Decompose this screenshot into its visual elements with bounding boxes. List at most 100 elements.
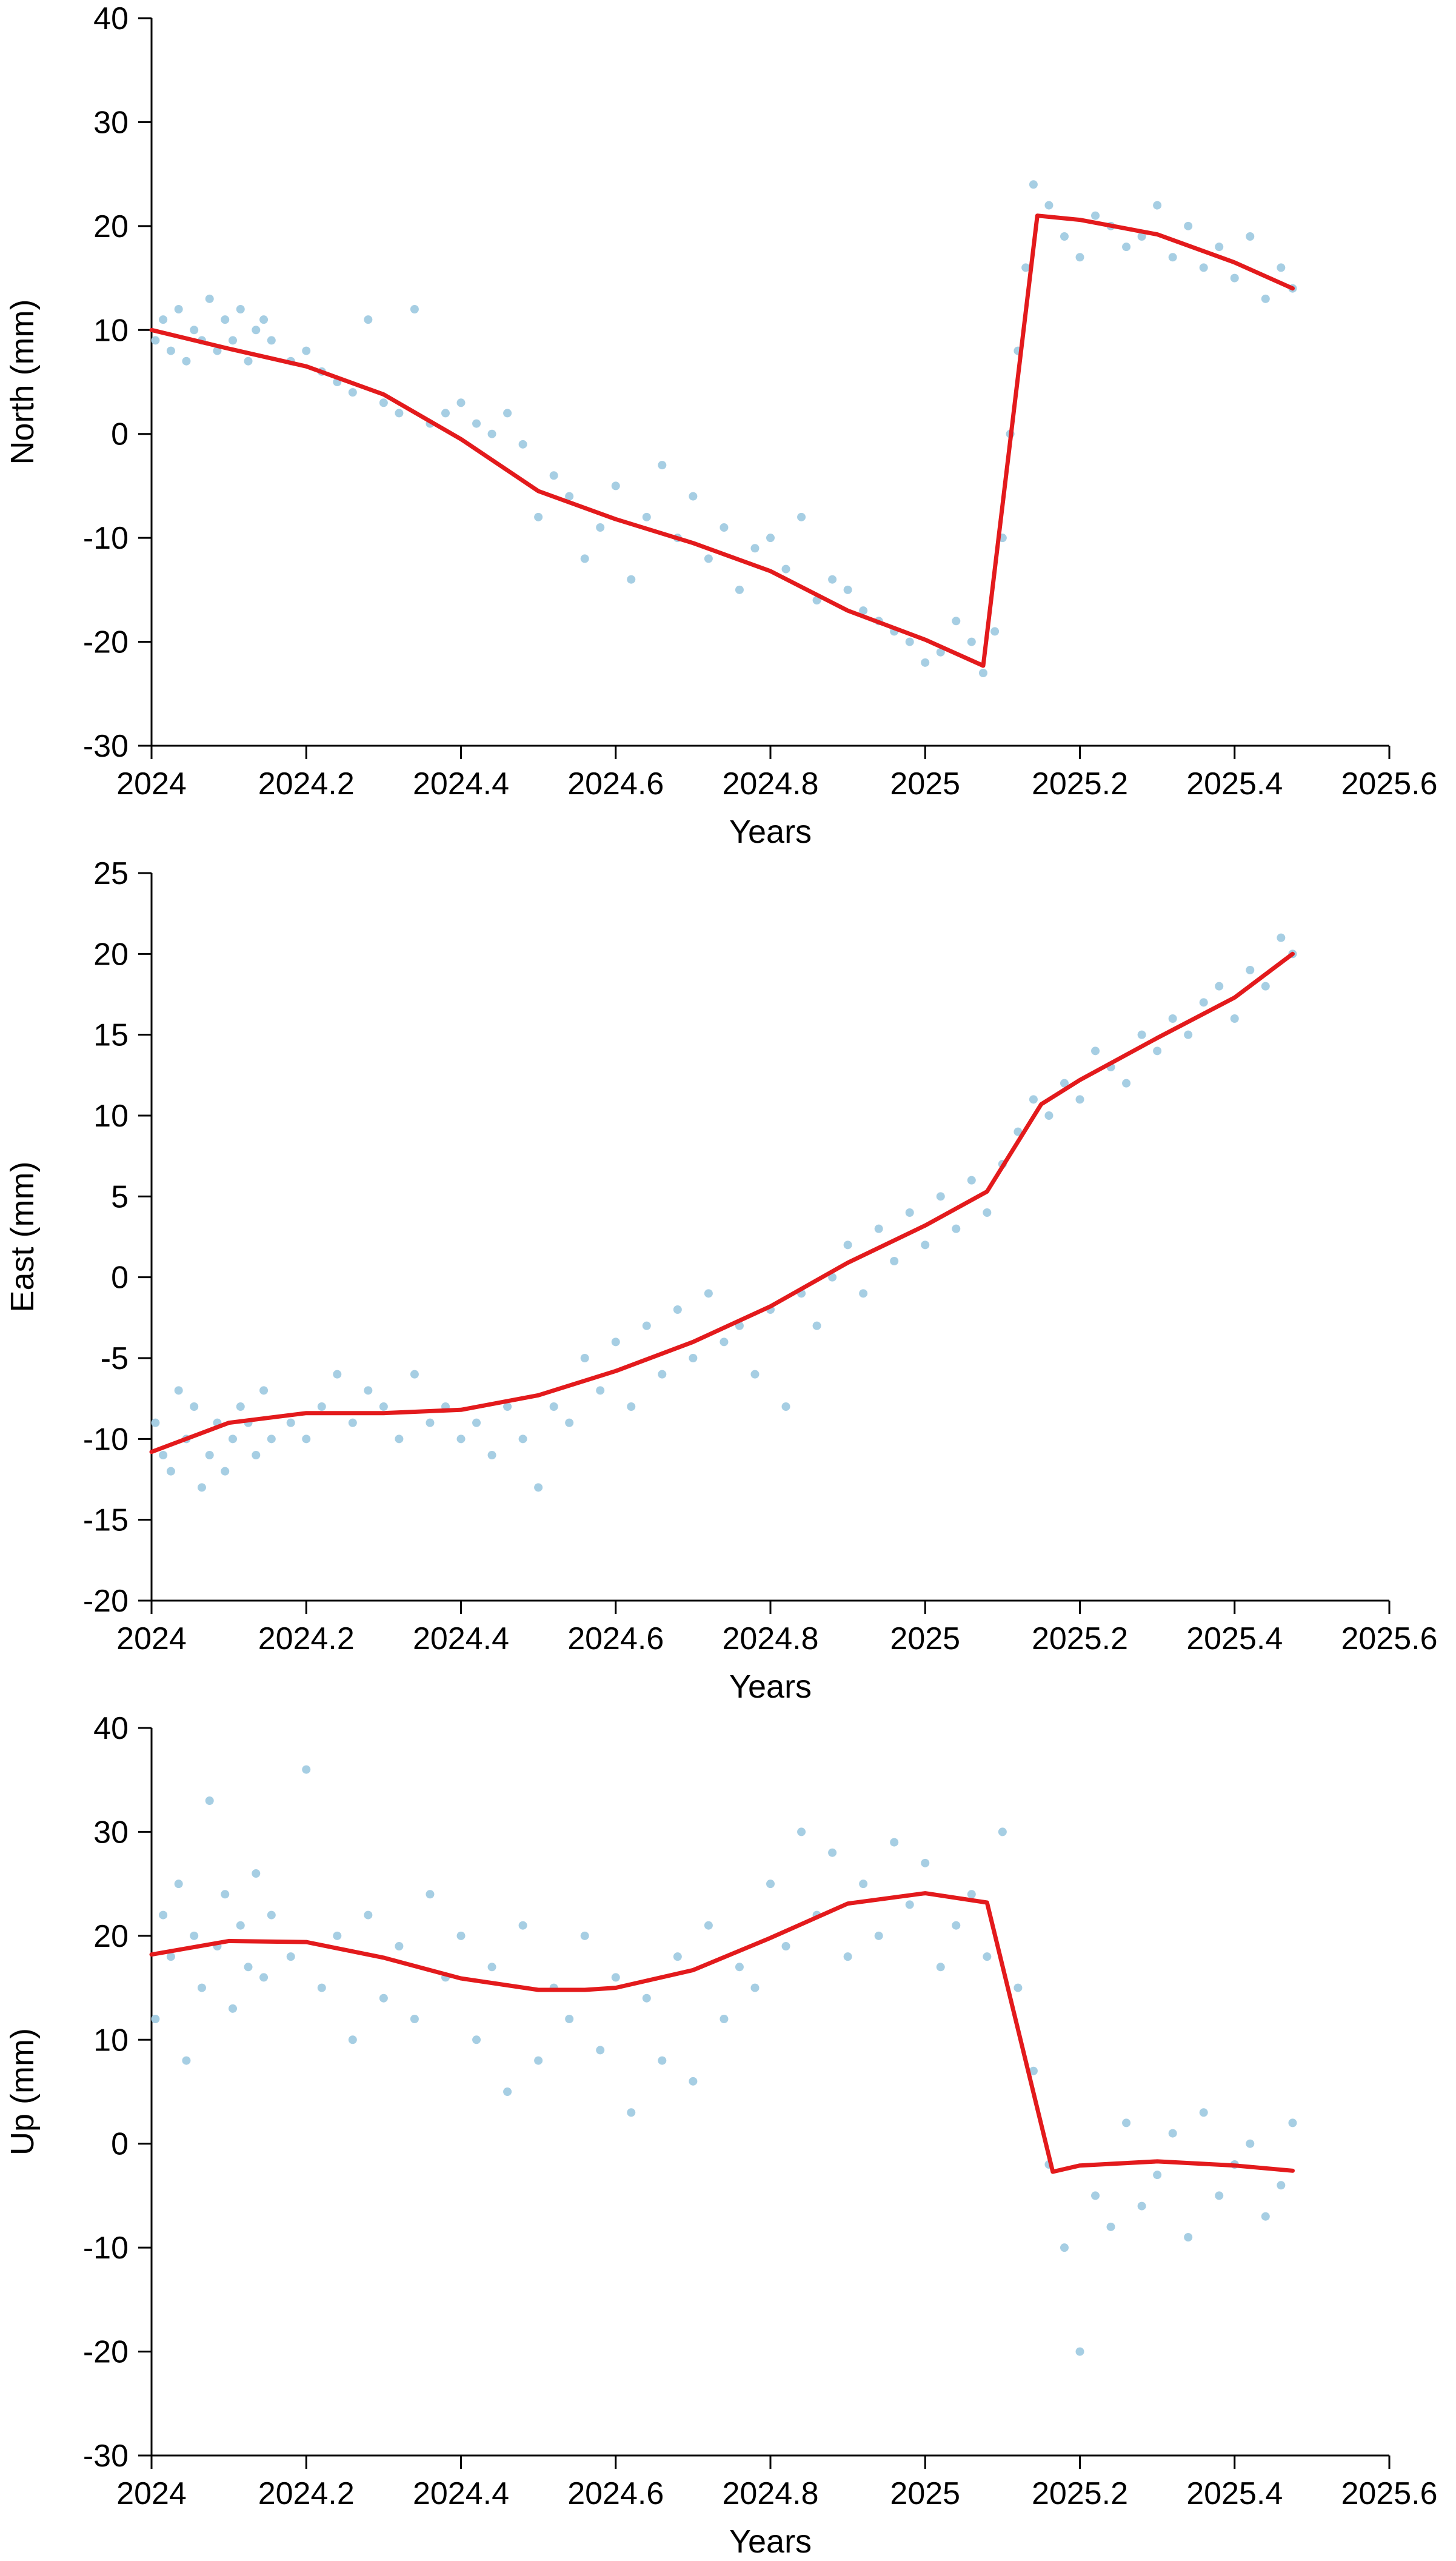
data-point: [159, 315, 168, 324]
data-point: [627, 2108, 636, 2117]
x-tick-label: 2024.2: [258, 2476, 355, 2511]
data-point: [1106, 2222, 1115, 2231]
data-point: [259, 315, 269, 324]
data-point: [689, 2077, 698, 2086]
data-point: [503, 2087, 512, 2096]
data-point: [151, 1418, 160, 1427]
x-tick-label: 2025.4: [1186, 766, 1283, 802]
panel-north: 2024 2024.2 2024.4 2024.6 2024.8 2025 2025.2 20…: [4, 1, 1438, 850]
data-point: [456, 1434, 466, 1444]
data-point: [317, 1402, 326, 1411]
y-tick-label: -15: [83, 1503, 129, 1538]
data-point: [221, 1890, 230, 1899]
data-point: [781, 1942, 790, 1950]
data-point: [1137, 2201, 1146, 2211]
data-point: [642, 512, 651, 521]
y-tick-label: -10: [83, 2231, 129, 2266]
data-point: [704, 1289, 713, 1298]
data-point: [580, 1931, 589, 1940]
y-tick-label: 25: [93, 856, 129, 891]
data-point: [1122, 243, 1131, 252]
data-point: [364, 1910, 373, 1920]
data-point: [978, 669, 987, 677]
data-point: [244, 1963, 253, 1972]
data-point: [1230, 273, 1239, 283]
data-point: [828, 1273, 837, 1282]
data-point: [1277, 2181, 1286, 2190]
data-point: [472, 419, 481, 428]
x-tick-label: 2024: [116, 2476, 187, 2511]
data-point: [890, 1257, 899, 1265]
data-point: [333, 1931, 342, 1940]
data-point: [229, 2004, 238, 2013]
data-point: [1060, 232, 1069, 241]
model-fit-line: [149, 213, 1295, 668]
data-point: [1091, 211, 1100, 220]
data-point: [286, 1418, 295, 1427]
data-point: [611, 481, 620, 490]
data-point: [286, 1952, 295, 1961]
data-point: [518, 1434, 527, 1444]
data-point: [936, 648, 945, 657]
x-tick-label: 2024: [116, 766, 187, 802]
data-point: [921, 658, 930, 667]
data-point: [244, 357, 253, 366]
data-point: [673, 1952, 682, 1961]
data-point: [936, 1963, 945, 1972]
data-point: [859, 606, 868, 615]
data-point: [534, 2056, 543, 2065]
data-point: [221, 1467, 230, 1476]
data-point: [190, 1402, 199, 1411]
x-tick-label: 2024.2: [258, 766, 355, 802]
data-point: [766, 1880, 775, 1889]
x-tick-label: 2024.8: [722, 2476, 818, 2511]
data-point: [843, 1952, 852, 1961]
data-point: [159, 1451, 168, 1459]
data-point: [229, 1434, 238, 1444]
data-point: [221, 315, 230, 324]
data-point: [1246, 232, 1255, 241]
data-point: [395, 1434, 404, 1444]
y-axis-label: North (mm): [4, 300, 41, 465]
data-point: [236, 1402, 245, 1411]
data-point: [843, 585, 852, 594]
data-point: [967, 637, 976, 646]
data-point: [166, 1467, 175, 1476]
data-point: [890, 1838, 899, 1847]
data-point: [596, 2046, 605, 2055]
data-point: [472, 2035, 481, 2044]
x-axis-label: Years: [729, 814, 812, 850]
x-axis-label: Years: [729, 1669, 812, 1705]
data-point: [1168, 253, 1177, 262]
data-point: [905, 1208, 914, 1217]
x-tick-label: 2024.4: [413, 2476, 509, 2511]
y-tick-label: 40: [93, 1711, 129, 1746]
y-tick-label: 30: [93, 1815, 129, 1850]
data-point: [1137, 1030, 1146, 1039]
data-point: [1261, 982, 1270, 991]
data-point: [197, 1483, 206, 1492]
x-tick-label: 2025: [890, 2476, 960, 2511]
data-point: [611, 1337, 620, 1347]
x-tick-label: 2025.6: [1341, 1621, 1437, 1656]
data-point: [921, 1240, 930, 1250]
x-tick-label: 2024.6: [567, 766, 664, 802]
x-tick-label: 2024.8: [722, 1621, 818, 1656]
data-point: [348, 2035, 357, 2044]
data-point: [689, 1354, 698, 1362]
model-fit-line: [149, 1891, 1295, 2174]
data-point: [720, 523, 729, 532]
data-point: [627, 575, 636, 584]
x-tick-label: 2025.4: [1186, 1621, 1283, 1656]
data-point: [549, 1402, 558, 1411]
y-tick-label: 0: [111, 1260, 129, 1296]
y-tick-label: -5: [101, 1341, 129, 1376]
x-tick-label: 2025: [890, 766, 960, 802]
data-point: [689, 492, 698, 501]
x-tick-label: 2024: [116, 1621, 187, 1656]
data-point: [518, 440, 527, 449]
x-tick-label: 2025: [890, 1621, 960, 1656]
data-point: [580, 554, 589, 563]
y-tick-label: -30: [83, 2439, 129, 2474]
y-tick-label: -10: [83, 1422, 129, 1457]
